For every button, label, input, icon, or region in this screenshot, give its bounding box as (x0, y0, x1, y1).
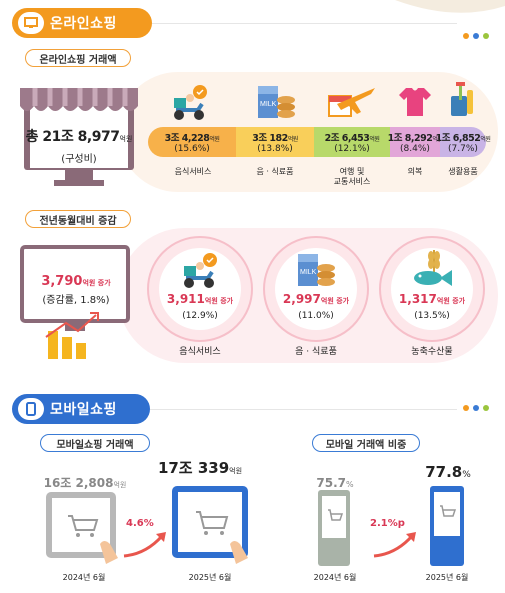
mobile-prev-month: 2024년 6월 (62, 573, 106, 582)
online-total-label: 온라인쇼핑 거래액 (25, 49, 131, 67)
mobile-share-change: 2.1%p (370, 518, 405, 529)
mobile-curr-share: 77.8% (425, 463, 471, 481)
tablet-prev-icon (46, 492, 118, 564)
category-name-food-service: 음식서비스 (174, 167, 212, 176)
yoy-circle-groceries (263, 236, 369, 342)
mobile-amount-label: 모바일쇼핑 거래액 (40, 434, 150, 452)
svg-text:MILK: MILK (300, 269, 317, 276)
airplane-calendar-icon (328, 88, 375, 117)
share-growth-arrow-icon (373, 532, 416, 558)
mobile-share-curr-month: 2025년 6월 (425, 573, 469, 582)
category-bar-groceries: 3조 182억원 (13.8%) (236, 127, 314, 157)
monitor-icon (18, 12, 44, 34)
monitor-chart-icon (20, 245, 130, 359)
mobile-share-label: 모바일 거래액 비중 (312, 434, 420, 452)
mobile-curr-amount: 17조 339억원 (157, 459, 243, 477)
cup-brush-icon (451, 82, 473, 116)
online-section-title: 온라인쇼핑 (50, 16, 117, 32)
category-bar-food-service: 3조 4,228억원 (15.6%) (148, 127, 236, 157)
yoy-value-groceries: 2,997억원 증가 (282, 292, 350, 306)
decorative-dots (463, 33, 489, 39)
milk-bread-icon: MILK (258, 86, 295, 118)
divider (152, 23, 457, 24)
decorative-arc (395, 0, 505, 13)
phone-prev-icon (318, 490, 350, 566)
category-name-clothing: 의복 (407, 167, 423, 176)
category-bar-travel: 2조 6,453억원 (12.1%) (314, 127, 390, 157)
yoy-name-farm-products: 농축수산물 (411, 347, 453, 357)
svg-text:MILK: MILK (260, 101, 277, 108)
mobile-section-title: 모바일쇼핑 (50, 402, 117, 418)
fish-wheat-icon (414, 250, 452, 286)
yoy-pct-groceries: (11.0%) (298, 311, 334, 321)
yoy-pct-food-service: (12.9%) (182, 311, 218, 321)
phone-icon (18, 398, 44, 420)
yoy-circle-food-service (147, 236, 253, 342)
mobile-curr-month: 2025년 6월 (188, 573, 232, 582)
yoy-name-groceries: 음 · 식료품 (295, 347, 337, 357)
yoy-name-food-service: 음식서비스 (179, 347, 221, 357)
yoy-label: 전년동월대비 증감 (25, 210, 131, 228)
category-name-household: 생활용품 (448, 167, 478, 176)
tshirt-icon (399, 88, 431, 116)
divider (150, 409, 457, 410)
category-name-groceries: 음 · 식료품 (256, 167, 294, 176)
tablet-curr-icon (172, 486, 248, 564)
yoy-value-food-service: 3,911억원 증가 (166, 292, 234, 306)
online-total-note: (구성비) (61, 154, 97, 165)
yoy-total-value: 3,790억원 증가 (41, 274, 111, 289)
store-awning-icon (20, 88, 138, 186)
growth-arrow-icon (123, 532, 166, 558)
category-bar-clothing: 1조 8,292억원 (8.4%) (388, 127, 443, 157)
category-name-travel: 여행 및 교통서비스 (333, 167, 371, 186)
yoy-pct-farm-products: (13.5%) (414, 311, 450, 321)
yoy-total-note: (증감률, 1.8%) (42, 295, 110, 306)
mobile-share-prev-month: 2024년 6월 (313, 573, 357, 582)
delivery-scooter-icon (174, 85, 207, 120)
online-section-header: 온라인쇼핑 (12, 8, 152, 38)
category-bar-household: 1조 6,852억원 (7.7%) (436, 127, 491, 157)
mobile-prev-amount: 16조 2,808억원 (43, 476, 127, 490)
delivery-scooter-icon (184, 253, 217, 288)
decorative-dots (463, 405, 489, 411)
online-total-value: 총 21조 8,977억원 (25, 129, 133, 145)
phone-curr-icon (430, 486, 464, 566)
milk-bread-icon: MILK (298, 254, 335, 286)
mobile-growth: 4.6% (126, 518, 154, 529)
yoy-value-farm-products: 1,317억원 증가 (398, 292, 466, 306)
mobile-prev-share: 75.7% (316, 476, 354, 490)
mobile-section-header: 모바일쇼핑 (12, 394, 150, 424)
